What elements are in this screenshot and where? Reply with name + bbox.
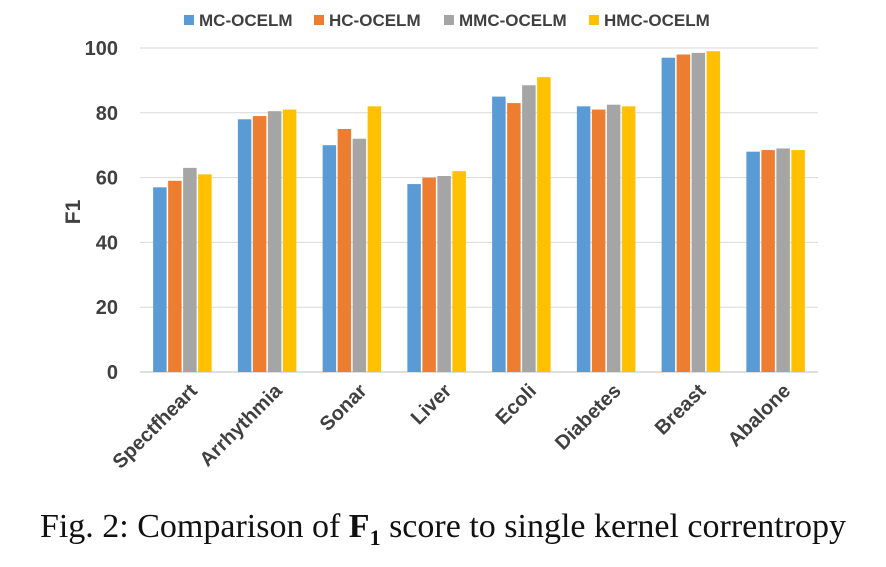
y-tick-label: 60	[96, 168, 118, 190]
x-tick-label: Breast	[651, 380, 711, 440]
bar-mc-ocelm-abalone	[746, 151, 760, 372]
bar-mc-ocelm-diabetes	[576, 106, 591, 372]
y-tick-label: 0	[107, 362, 118, 384]
y-tick-label: 80	[96, 103, 118, 125]
bar-mc-ocelm-sonar	[322, 145, 337, 372]
bar-mc-ocelm-liver	[407, 184, 421, 372]
bar-mmc-ocelm-ecoli	[522, 85, 536, 372]
bar-hmc-ocelm-sonar	[367, 106, 382, 372]
x-tick-label: Diabetes	[551, 380, 626, 455]
bar-mmc-ocelm-arrhythmia	[267, 111, 282, 373]
y-tick-label: 40	[96, 232, 118, 254]
bar-hmc-ocelm-diabetes	[621, 106, 636, 372]
bar-hc-ocelm-arrhythmia	[252, 116, 267, 372]
bar-mmc-ocelm-abalone	[776, 148, 790, 372]
y-tick-label: 20	[96, 297, 118, 319]
bar-mmc-ocelm-sonar	[352, 138, 367, 372]
bar-hmc-ocelm-arrhythmia	[282, 109, 297, 372]
legend-swatch	[314, 15, 324, 25]
caption-symbol: F	[348, 508, 370, 545]
x-tick-label: Liver	[407, 380, 457, 430]
x-tick-label: Ecoli	[492, 380, 541, 429]
bar-hmc-ocelm-liver	[452, 171, 466, 372]
legend: MC-OCELM HC-OCELM MMC-OCELM HMC-OCELM	[184, 11, 710, 30]
legend-label: HC-OCELM	[329, 11, 421, 30]
bar-hc-ocelm-abalone	[761, 150, 775, 372]
bar-hmc-ocelm-breast	[706, 51, 721, 373]
caption-subscript: 1	[369, 524, 381, 550]
y-tick-labels: 0 20 40 60 80 100	[85, 38, 118, 384]
caption-prefix: Fig. 2: Comparison of	[39, 508, 349, 545]
x-tick-label: Spectfheart	[109, 380, 203, 474]
bar-mc-ocelm-arrhythmia	[237, 119, 252, 372]
legend-swatch	[444, 15, 454, 25]
bar-hc-ocelm-sonar	[337, 129, 352, 372]
legend-swatch	[184, 15, 194, 25]
bar-mc-ocelm-spectfheart	[153, 187, 167, 372]
figure-caption: Fig. 2: Comparison of F1 score to single…	[0, 508, 886, 551]
bars	[153, 51, 805, 373]
bar-mc-ocelm-ecoli	[492, 96, 506, 372]
legend-label: MC-OCELM	[199, 11, 292, 30]
bar-hmc-ocelm-abalone	[791, 150, 805, 372]
bar-hc-ocelm-liver	[422, 177, 436, 372]
x-tick-label: Arrhythmia	[196, 379, 288, 471]
bar-mmc-ocelm-breast	[691, 52, 706, 373]
bar-hmc-ocelm-ecoli	[537, 77, 551, 372]
bar-hmc-ocelm-spectfheart	[198, 174, 212, 372]
bar-hc-ocelm-ecoli	[507, 103, 521, 372]
legend-label: HMC-OCELM	[604, 11, 710, 30]
bar-mmc-ocelm-spectfheart	[183, 167, 197, 372]
bar-hc-ocelm-breast	[676, 54, 691, 372]
bar-hc-ocelm-spectfheart	[168, 180, 182, 372]
bar-mmc-ocelm-liver	[437, 175, 451, 372]
bar-mmc-ocelm-diabetes	[606, 104, 621, 372]
x-tick-label: Sonar	[316, 380, 372, 436]
y-tick-label: 100	[85, 38, 118, 60]
caption-suffix: score to single kernel correntropy	[380, 508, 847, 545]
bar-mc-ocelm-breast	[661, 57, 676, 372]
bar-hc-ocelm-diabetes	[591, 109, 606, 372]
x-tick-label: Abalone	[724, 380, 795, 451]
y-axis-title: F1	[62, 199, 85, 224]
legend-label: MMC-OCELM	[459, 11, 567, 30]
legend-swatch	[589, 15, 599, 25]
